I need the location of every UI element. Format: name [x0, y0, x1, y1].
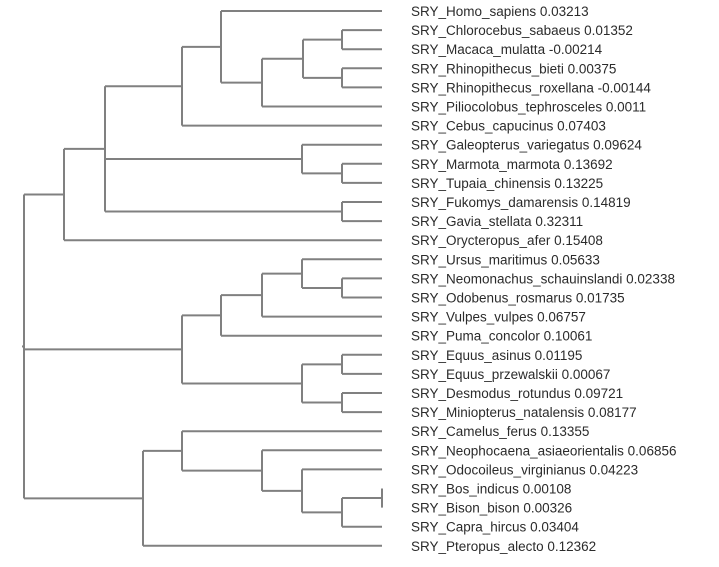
branch-value: 0.13355	[541, 424, 590, 439]
branch-value: 0.09624	[593, 137, 642, 152]
leaf-label: SRY_Pteropus_alecto 0.12362	[411, 538, 596, 553]
species-name: SRY_Marmota_marmota	[411, 156, 561, 171]
species-name: SRY_Puma_concolor	[411, 328, 540, 343]
leaf-label: SRY_Equus_asinus 0.01195	[411, 347, 582, 362]
species-name: SRY_Tupaia_chinensis	[411, 175, 551, 190]
branch-value: 0.32311	[535, 214, 583, 229]
species-name: SRY_Orycteropus_afer	[411, 233, 551, 248]
leaf-label: SRY_Gavia_stellata 0.32311	[411, 214, 583, 229]
leaf-label: SRY_Puma_concolor 0.10061	[411, 328, 592, 343]
species-name: SRY_Homo_sapiens	[411, 4, 536, 19]
tree-branches	[22, 10, 383, 547]
branch-value: 0.0011	[606, 99, 646, 114]
branch-value: 0.05633	[551, 252, 600, 267]
leaf-label: SRY_Chlorocebus_sabaeus 0.01352	[411, 23, 633, 38]
branch-value: 0.08177	[588, 405, 637, 420]
species-name: SRY_Macaca_mulatta	[411, 42, 546, 57]
branch-value: 0.04223	[589, 462, 638, 477]
species-name: SRY_Rhinopithecus_bieti	[411, 61, 564, 76]
species-name: SRY_Desmodus_rotundus	[411, 386, 571, 401]
leaf-label: SRY_Neomonachus_schauinslandi 0.02338	[411, 271, 675, 286]
leaf-label: SRY_Orycteropus_afer 0.15408	[411, 233, 603, 248]
species-name: SRY_Capra_hircus	[411, 519, 527, 534]
branch-value: 0.13692	[564, 156, 613, 171]
leaf-label: SRY_Bos_indicus 0.00108	[411, 481, 571, 496]
branch-value: -0.00144	[598, 80, 652, 95]
leaf-label: SRY_Equus_przewalskii 0.00067	[411, 366, 610, 381]
leaf-label: SRY_Ursus_maritimus 0.05633	[411, 252, 600, 267]
species-name: SRY_Camelus_ferus	[411, 424, 537, 439]
species-name: SRY_Pteropus_alecto	[411, 538, 544, 553]
species-name: SRY_Piliocolobus_tephrosceles	[411, 99, 602, 114]
branch-value: -0.00214	[549, 42, 603, 57]
species-name: SRY_Galeopterus_variegatus	[411, 137, 590, 152]
species-name: SRY_Bison_bison	[411, 500, 520, 515]
branch-value: 0.09721	[574, 386, 623, 401]
leaf-label: SRY_Vulpes_vulpes 0.06757	[411, 309, 586, 324]
species-name: SRY_Neomonachus_schauinslandi	[411, 271, 622, 286]
leaf-label: SRY_Fukomys_damarensis 0.14819	[411, 195, 631, 210]
species-name: SRY_Miniopterus_natalensis	[411, 405, 584, 420]
species-name: SRY_Equus_przewalskii	[411, 366, 558, 381]
species-name: SRY_Odobenus_rosmarus	[411, 290, 572, 305]
leaf-label: SRY_Cebus_capucinus 0.07403	[411, 118, 606, 133]
leaf-label: SRY_Odocoileus_virginianus 0.04223	[411, 462, 638, 477]
branch-value: 0.01352	[584, 23, 633, 38]
branch-value: 0.02338	[626, 271, 675, 286]
leaf-label: SRY_Neophocaena_asiaeorientalis 0.06856	[411, 443, 676, 458]
species-name: SRY_Ursus_maritimus	[411, 252, 548, 267]
leaf-label: SRY_Marmota_marmota 0.13692	[411, 156, 613, 171]
leaf-labels: SRY_Homo_sapiens 0.03213 SRY_Chlorocebus_…	[411, 4, 676, 554]
species-name: SRY_Rhinopithecus_roxellana	[411, 80, 594, 95]
branch-value: 0.14819	[582, 195, 631, 210]
leaf-label: SRY_Camelus_ferus 0.13355	[411, 424, 589, 439]
branch-value: 0.07403	[557, 118, 606, 133]
species-name: SRY_Equus_asinus	[411, 347, 531, 362]
leaf-label: SRY_Rhinopithecus_bieti 0.00375	[411, 61, 616, 76]
leaf-label: SRY_Rhinopithecus_roxellana -0.00144	[411, 80, 651, 95]
branch-value: 0.13225	[554, 175, 603, 190]
branch-value: 0.10061	[544, 328, 593, 343]
branch-value: 0.01735	[576, 290, 625, 305]
species-name: SRY_Neophocaena_asiaeorientalis	[411, 443, 624, 458]
branch-value: 0.00326	[523, 500, 572, 515]
species-name: SRY_Cebus_capucinus	[411, 118, 554, 133]
leaf-label: SRY_Bison_bison 0.00326	[411, 500, 572, 515]
leaf-label: SRY_Homo_sapiens 0.03213	[411, 4, 589, 19]
branch-value: 0.06856	[628, 443, 677, 458]
leaf-label: SRY_Macaca_mulatta -0.00214	[411, 42, 603, 57]
branch-value: 0.00108	[523, 481, 572, 496]
species-name: SRY_Gavia_stellata	[411, 214, 532, 229]
leaf-label: SRY_Tupaia_chinensis 0.13225	[411, 175, 603, 190]
branch-value: 0.00067	[562, 366, 611, 381]
species-name: SRY_Chlorocebus_sabaeus	[411, 23, 581, 38]
branch-value: 0.15408	[554, 233, 603, 248]
species-name: SRY_Odocoileus_virginianus	[411, 462, 586, 477]
leaf-label: SRY_Galeopterus_variegatus 0.09624	[411, 137, 642, 152]
leaf-label: SRY_Desmodus_rotundus 0.09721	[411, 386, 623, 401]
leaf-label: SRY_Odobenus_rosmarus 0.01735	[411, 290, 625, 305]
species-name: SRY_Fukomys_damarensis	[411, 195, 578, 210]
leaf-label: SRY_Piliocolobus_tephrosceles 0.0011	[411, 99, 646, 114]
branch-value: 0.03404	[530, 519, 579, 534]
branch-value: 0.12362	[547, 538, 596, 553]
branch-value: 0.01195	[535, 347, 583, 362]
branch-value: 0.06757	[537, 309, 586, 324]
species-name: SRY_Bos_indicus	[411, 481, 519, 496]
species-name: SRY_Vulpes_vulpes	[411, 309, 534, 324]
branch-value: 0.00375	[568, 61, 617, 76]
leaf-label: SRY_Capra_hircus 0.03404	[411, 519, 579, 534]
branch-value: 0.03213	[540, 4, 589, 19]
leaf-label: SRY_Miniopterus_natalensis 0.08177	[411, 405, 637, 420]
